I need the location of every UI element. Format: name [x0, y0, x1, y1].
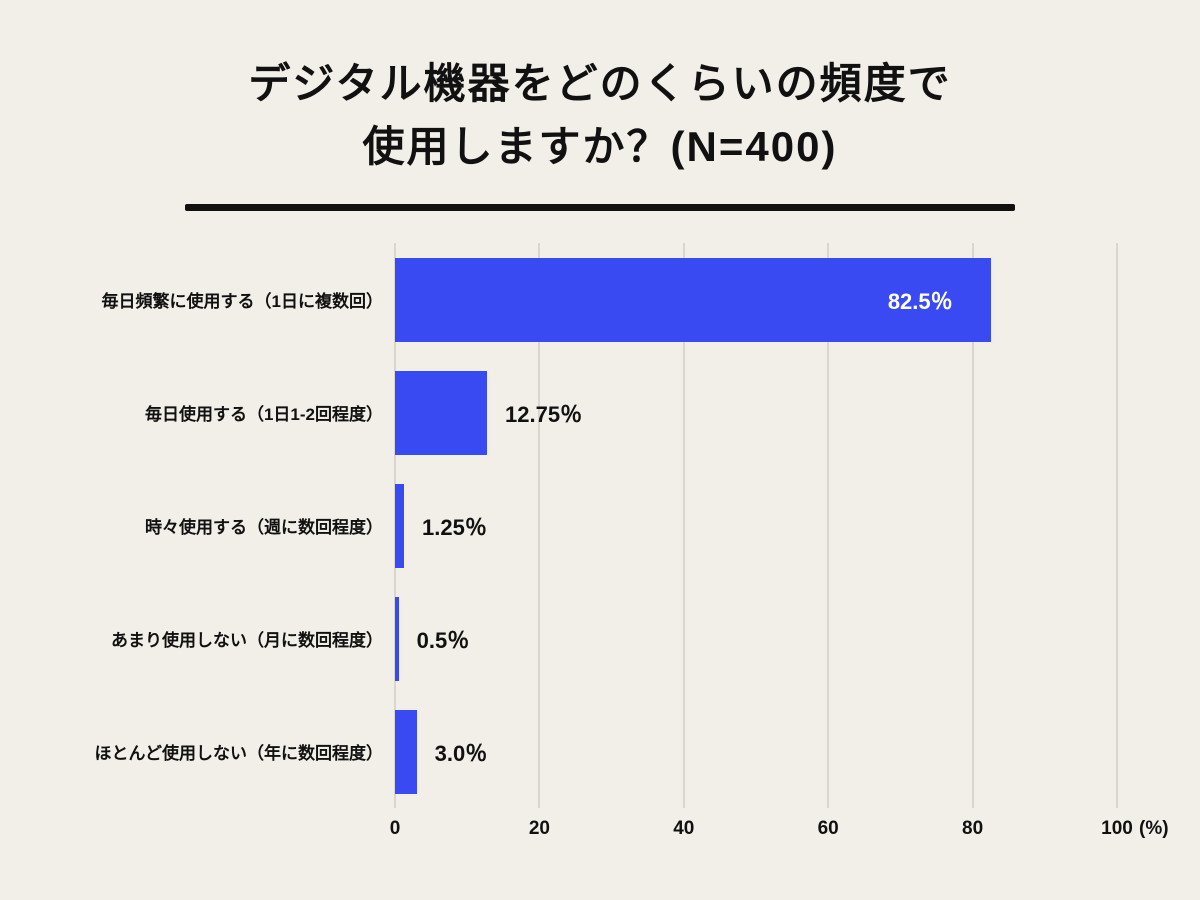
gridline — [827, 243, 830, 808]
x-axis-tick: 80 — [962, 818, 984, 839]
chart-title-line-2: 使用しますか？(N=400) — [362, 123, 838, 170]
bar — [395, 596, 399, 681]
gridline — [971, 243, 974, 808]
category-label: あまり使用しない（月に数回程度） — [111, 631, 383, 650]
value-label: 0.5％ — [416, 627, 470, 653]
value-label: 1.25％ — [422, 514, 487, 540]
category-label: 毎日頻繁に使用する（1日に複数回） — [101, 292, 383, 311]
bar — [395, 709, 417, 794]
title-underline — [185, 204, 1015, 211]
gridline — [538, 243, 541, 808]
chart-title: デジタル機器をどのくらいの頻度で 使用しますか？(N=400) — [0, 52, 1200, 178]
x-axis: (%) 0 20 40 60 80 100 — [390, 818, 1169, 858]
bar-row: 1.25％ — [395, 469, 1117, 582]
bar — [395, 483, 405, 568]
category-label: ほとんど使用しない（年に数回程度） — [94, 744, 384, 763]
bar — [395, 370, 488, 455]
value-label: 3.0％ — [434, 740, 488, 766]
bar-row: 82.5％ — [395, 243, 1117, 356]
x-axis-tick: 20 — [528, 818, 550, 839]
category-label: 時々使用する（週に数回程度） — [145, 518, 383, 537]
value-label: 12.75％ — [505, 401, 583, 427]
category-label: 毎日使用する（1日1-2回程度） — [144, 405, 383, 424]
x-axis-tick: 0 — [389, 818, 401, 839]
value-label: 82.5％ — [887, 288, 953, 314]
gridline — [682, 243, 685, 808]
x-axis-tick: 40 — [673, 818, 695, 839]
x-axis-unit-label: (%) — [1139, 818, 1169, 839]
bar-chart: 毎日頻繁に使用する（1日に複数回） 毎日使用する（1日1-2回程度） 時々使用する（… — [0, 243, 1200, 858]
plot-area: 82.5％ 12.75％ 1.25％ 0.5％ 3.0％ — [394, 243, 1118, 808]
bar: 82.5％ — [395, 257, 991, 342]
bar-row: 12.75％ — [395, 356, 1117, 469]
x-axis-tick: 60 — [817, 818, 839, 839]
x-axis-tick: 100 — [1101, 818, 1133, 839]
plot-column: 82.5％ 12.75％ 1.25％ 0.5％ 3.0％ (%) 0 20 40 60 80 10… — [390, 243, 1169, 858]
chart-title-line-1: デジタル機器をどのくらいの頻度で — [248, 60, 952, 107]
category-labels: 毎日頻繁に使用する（1日に複数回） 毎日使用する（1日1-2回程度） 時々使用する（… — [48, 243, 395, 858]
bar-row: 3.0％ — [395, 695, 1117, 808]
gridline — [1116, 243, 1118, 808]
bar-row: 0.5％ — [395, 582, 1117, 695]
